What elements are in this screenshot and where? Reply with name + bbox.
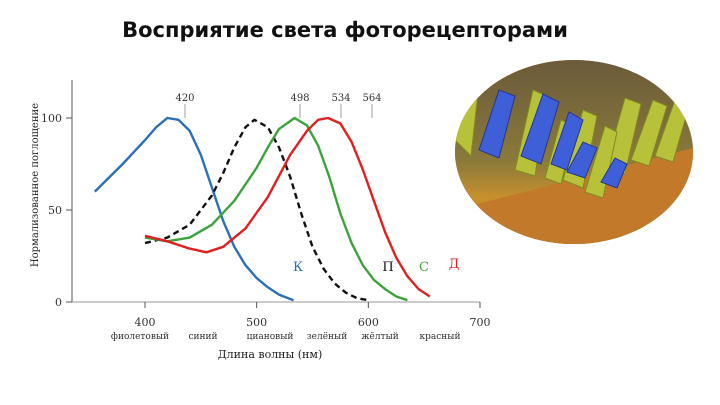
color-band-label: красный: [420, 332, 461, 342]
y-tick-label: 50: [48, 204, 62, 217]
series-line-П: [144, 118, 369, 302]
peak-label: 498: [290, 93, 309, 104]
series-name-label: К: [293, 260, 303, 275]
x-tick-label: 500: [246, 316, 267, 329]
color-band-label: синий: [188, 332, 217, 342]
series-name-label: С: [419, 260, 429, 275]
color-band-labels: фиолетовый синий циановый зелёный жёлтый крас…: [111, 332, 461, 342]
color-band-label: циановый: [247, 332, 294, 342]
x-tick-label: 700: [470, 316, 491, 329]
series-name-label: П: [382, 260, 393, 275]
series-lines: [93, 116, 431, 302]
peak-label: 420: [175, 93, 194, 104]
peak-labels: 420 498 534 564: [175, 93, 382, 118]
photoreceptor-image: [455, 60, 693, 244]
x-tick-label: 600: [358, 316, 379, 329]
peak-label: 534: [331, 93, 350, 104]
y-tick-label: 0: [55, 296, 62, 309]
y-tick-label: 100: [41, 112, 62, 125]
peak-label: 564: [362, 93, 381, 104]
color-band-label: жёлтый: [361, 332, 398, 342]
color-band-label: фиолетовый: [111, 332, 169, 342]
color-band-label: зелёный: [307, 332, 347, 342]
slide-title: Восприятие света фоторецепторами: [122, 18, 568, 42]
x-tick-label: 400: [135, 316, 156, 329]
photoreceptor-photo: [455, 60, 693, 244]
chart-axes: [66, 80, 481, 308]
series-line-К: [93, 116, 294, 302]
y-axis-label: Нормализованное поглощение: [30, 103, 41, 267]
tick-labels: 0 50 100 400 500 600 700: [41, 112, 491, 329]
series-name-label: Д: [449, 257, 460, 272]
series-line-С: [144, 116, 408, 302]
x-axis-label: Длина волны (нм): [218, 348, 323, 361]
series-line-Д: [144, 116, 431, 298]
